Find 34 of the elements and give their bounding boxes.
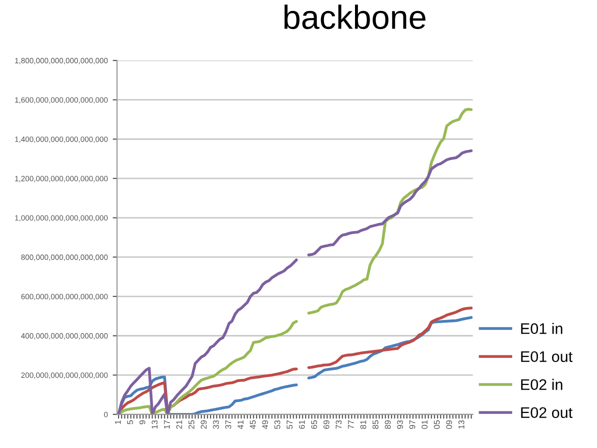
x-tick-label: 05 — [434, 420, 440, 429]
x-tick-label: 5 — [127, 420, 134, 424]
legend-label: E01 out — [521, 351, 572, 362]
x-tick-label: 73 — [336, 420, 342, 429]
x-tick-label: 33 — [213, 420, 219, 429]
x-tick-label: 97 — [409, 420, 416, 429]
x-tick-label: 85 — [372, 420, 378, 429]
x-tick-label: 01 — [422, 420, 428, 429]
x-tick-label: 17 — [164, 420, 170, 429]
x-tick-label: 93 — [397, 420, 403, 429]
x-tick-label: 49 — [262, 420, 268, 430]
x-tick-label: 09 — [446, 420, 452, 429]
x-tick-label: 25 — [188, 420, 194, 429]
chart-title: backbone — [284, 4, 426, 30]
x-tick-label: 29 — [200, 420, 207, 429]
x-tick-label: 21 — [176, 420, 182, 429]
x-tick-label: 65 — [311, 420, 318, 429]
x-tick-label: 53 — [274, 420, 280, 429]
x-tick-label: 77 — [348, 420, 354, 429]
x-tick-label: 69 — [323, 420, 330, 429]
x-tick-label: 81 — [360, 420, 366, 429]
legend-label: E01 in — [521, 322, 562, 334]
x-tick-label: 13 — [458, 420, 464, 429]
x-tick-label: 9 — [139, 420, 146, 424]
x-tick-label: 57 — [286, 420, 293, 429]
x-tick-label: 1 — [114, 420, 121, 424]
legend-label: E02 in — [521, 378, 562, 390]
x-tick-label: 41 — [238, 420, 244, 430]
x-tick-label: 13 — [152, 420, 158, 429]
x-tick-label: 45 — [250, 420, 256, 430]
x-tick-label: 89 — [384, 420, 391, 429]
x-tick-label: 37 — [225, 420, 232, 429]
legend-label: E02 out — [521, 407, 572, 418]
x-tick-label: 61 — [298, 420, 305, 429]
